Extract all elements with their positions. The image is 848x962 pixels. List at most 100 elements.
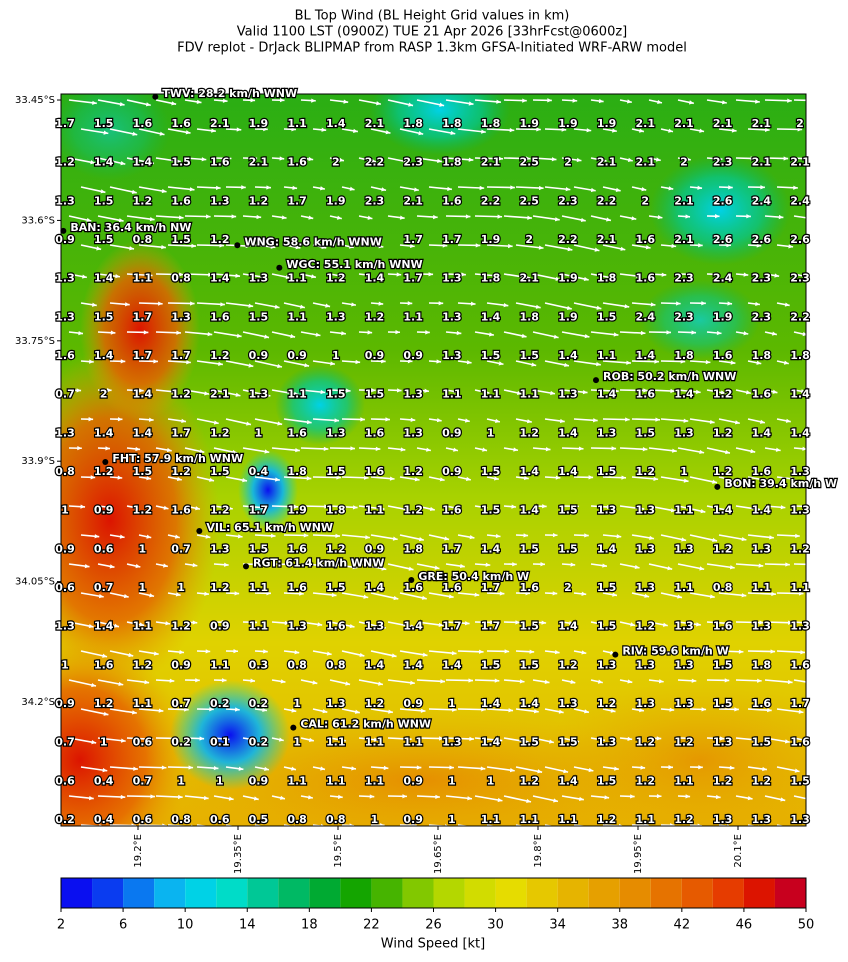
grid-value: 1.8 [752, 658, 772, 671]
wind-arrow-head [148, 736, 154, 742]
wind-arrow-head [153, 651, 159, 656]
wind-arrow-head [671, 243, 677, 249]
wind-arrow-head [691, 330, 697, 335]
y-tick-label: 34.05°S [15, 577, 55, 588]
colorbar-bin [61, 878, 93, 908]
x-tick-label: 19.35°E [233, 834, 244, 874]
grid-value: 1.6 [55, 349, 75, 362]
wind-arrow-head [91, 302, 97, 307]
grid-value: 1.3 [249, 272, 269, 285]
grid-value: 1.3 [326, 426, 346, 439]
grid-value: 1.3 [790, 465, 810, 478]
wind-arrow [561, 331, 590, 338]
wind-arrow-head [349, 623, 355, 629]
wind-arrow-head [221, 678, 227, 683]
wind-arrow-head [304, 363, 310, 368]
wind-arrow-head [192, 563, 198, 568]
wind-arrow-head [178, 215, 184, 220]
wind-arrow-head [551, 157, 557, 162]
grid-value: 1.6 [636, 272, 656, 285]
wind-arrow-head [278, 737, 284, 742]
wind-arrow-head [549, 739, 554, 744]
wind-arrow [532, 273, 561, 281]
wind-arrow-head [407, 301, 413, 306]
grid-value: 1.6 [442, 504, 462, 517]
wind-arrow-head [470, 301, 476, 306]
grid-value: 2.6 [713, 233, 733, 246]
grid-value: 1.6 [171, 194, 191, 207]
grid-value: 1.1 [519, 388, 539, 401]
grid-value: 1.7 [249, 504, 269, 517]
wind-arrow-head [764, 478, 770, 483]
wind-arrow-head [149, 593, 155, 598]
wind-arrow-head [734, 420, 740, 425]
wind-arrow-head [627, 157, 633, 162]
wind-arrow-head [408, 102, 414, 107]
wind-arrow-head [610, 708, 616, 713]
grid-value: 0.7 [171, 697, 191, 710]
wind-arrow-head [817, 98, 822, 102]
wind-arrow [80, 708, 109, 716]
wind-arrow-head [349, 186, 355, 191]
wind-arrow [97, 795, 126, 798]
grid-value: 1.1 [287, 388, 307, 401]
wind-arrow-head [485, 562, 491, 567]
title-block: BL Top Wind (BL Height Grid values in km… [177, 9, 687, 56]
wind-arrow-head [510, 185, 515, 190]
wind-arrow-head [82, 274, 87, 279]
wind-arrow-head [498, 361, 504, 366]
grid-value: 1.8 [287, 465, 307, 478]
wind-arrow-head [133, 505, 139, 510]
wind-arrow-head [798, 591, 804, 596]
colorbar-tick-label: 22 [363, 918, 380, 933]
wind-arrow-head [655, 417, 660, 422]
grid-value: 1.9 [597, 117, 617, 130]
wind-arrow-head [643, 388, 648, 393]
grid-value: 1.2 [752, 774, 772, 787]
wind-arrow-head [80, 504, 86, 509]
wind-arrow-head [701, 707, 707, 712]
x-tick-label: 19.2°E [133, 834, 144, 868]
grid-value: 1.4 [481, 736, 501, 749]
grid-value: 1.1 [365, 774, 385, 787]
wind-arrow-head [250, 737, 256, 742]
grid-value: 1.3 [326, 310, 346, 323]
wind-arrow [457, 766, 486, 770]
wind-arrow-head [188, 765, 194, 770]
station-label: TWV: 28.2 km/h WNW [162, 87, 297, 100]
wind-arrow [254, 360, 283, 368]
wind-arrow-head [795, 533, 800, 539]
wind-arrow-head [683, 418, 689, 423]
wind-arrow-head [118, 218, 124, 223]
wind-arrow-head [699, 566, 705, 571]
grid-value: 0.8 [326, 658, 346, 671]
grid-value: 1.1 [287, 310, 307, 323]
wind-arrow-head [495, 533, 501, 539]
colorbar-tick-label: 10 [177, 918, 194, 933]
grid-value: 1.2 [403, 504, 423, 517]
grid-value: 1.2 [674, 813, 694, 826]
wind-arrow-head [326, 651, 332, 656]
wind-arrow [126, 795, 155, 798]
grid-value: 1.2 [713, 774, 733, 787]
wind-arrow-head [567, 247, 573, 252]
grid-value: 1.3 [249, 388, 269, 401]
wind-arrow-head [614, 388, 619, 394]
wind-arrow-head [223, 562, 229, 567]
wind-arrow-head [813, 360, 818, 364]
wind-arrow-head [91, 739, 97, 745]
wind-arrow-head [497, 214, 503, 219]
wind-arrow-head [698, 765, 703, 770]
grid-value: 0.9 [365, 542, 385, 555]
wind-arrow-head [320, 186, 325, 191]
wind-arrow-head [360, 417, 365, 422]
colorbar-bin [464, 878, 496, 908]
grid-value: 1.3 [442, 736, 462, 749]
grid-value: 1.1 [752, 581, 772, 594]
grid-value: 2.1 [365, 117, 385, 130]
colorbar-bin [309, 878, 341, 908]
wind-arrow [805, 419, 806, 420]
wind-arrow-head [728, 185, 733, 190]
grid-value: 1.5 [481, 658, 501, 671]
wind-arrow [764, 621, 793, 624]
